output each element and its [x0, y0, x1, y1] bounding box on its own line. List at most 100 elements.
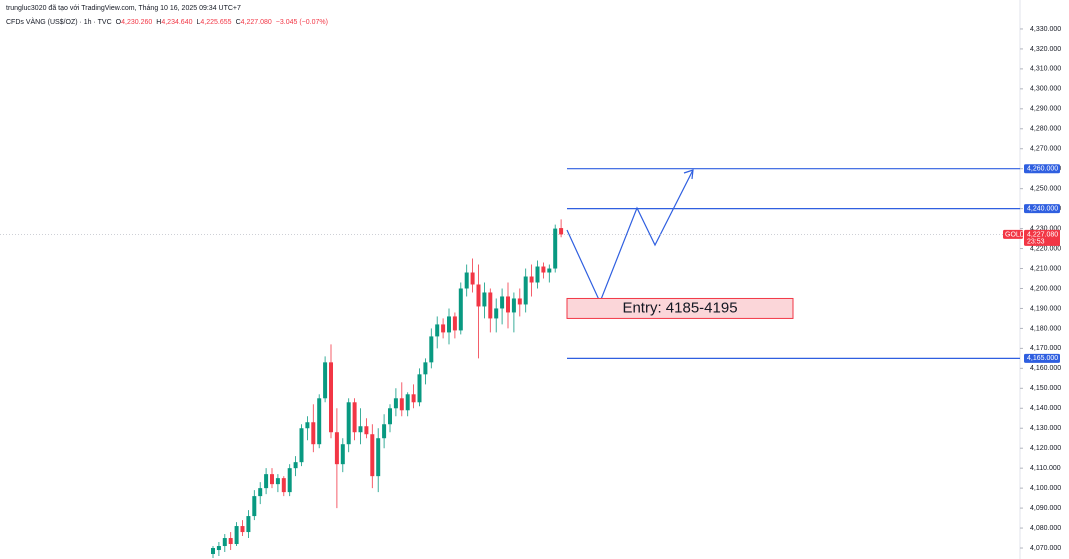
- y-tick-label: 4,300.000: [1030, 86, 1061, 93]
- price-label: 4,227.080: [1027, 231, 1058, 238]
- y-tick-label: 4,130.000: [1030, 425, 1061, 432]
- candle-body: [323, 362, 328, 399]
- candle-body: [411, 394, 416, 403]
- ohlc-value: 4,230.260: [121, 19, 152, 26]
- projection-path: [566, 169, 694, 304]
- candle-body: [376, 438, 381, 477]
- candle-body: [506, 296, 510, 313]
- candle-body: [517, 298, 522, 305]
- candle-body: [488, 292, 493, 319]
- candle-body: [393, 398, 398, 409]
- level-tag: [1024, 164, 1060, 174]
- candle-body: [246, 516, 251, 533]
- candle-body: [346, 402, 351, 445]
- projection-arrowhead: [683, 169, 694, 180]
- ohlc-key: O: [116, 19, 122, 26]
- candle-body: [452, 316, 457, 331]
- y-tick-label: 4,290.000: [1030, 106, 1061, 113]
- y-tick-label: 4,270.000: [1030, 146, 1061, 153]
- ohlc-key: C: [236, 19, 241, 26]
- candle-body: [405, 394, 410, 411]
- candle-body: [482, 292, 487, 307]
- candle-body: [464, 272, 469, 289]
- candle-body: [388, 408, 392, 425]
- y-tick-label: 4,180.000: [1030, 325, 1061, 332]
- candle-body: [270, 474, 274, 485]
- candle-body: [500, 296, 505, 309]
- candle-body: [317, 398, 322, 445]
- candle-body: [559, 228, 564, 235]
- symbol-line: CFDs VÀNG (US$/OZ) · 1h · TVC O4,230.260 H…: [6, 17, 328, 26]
- candle-body: [458, 288, 463, 331]
- candle-body: [252, 496, 257, 517]
- candle-body: [470, 272, 475, 285]
- symbol: CFDs VÀNG (US$/OZ) · 1h · TVC: [6, 17, 112, 26]
- level-label: 4,240.000: [1027, 205, 1058, 212]
- y-tick-label: 4,230.000: [1030, 225, 1061, 232]
- candle-body: [216, 546, 221, 551]
- candle-body: [399, 398, 404, 411]
- candle-body: [441, 324, 446, 333]
- candle-body: [358, 426, 363, 433]
- countdown-label: 23:53: [1027, 238, 1045, 245]
- candle-body: [417, 374, 422, 403]
- candle-body: [382, 424, 387, 439]
- candle-body: [423, 362, 428, 375]
- entry-label: Entry: 4185-4195: [622, 299, 737, 316]
- y-tick-label: 4,100.000: [1030, 485, 1061, 492]
- symbol-tag: [1003, 229, 1023, 239]
- candle-body: [211, 548, 215, 555]
- y-tick-label: 4,210.000: [1030, 265, 1061, 272]
- ohlc-key: L: [197, 19, 201, 26]
- price-tag: [1024, 229, 1060, 246]
- candle-body: [541, 266, 546, 273]
- candle-body: [523, 276, 528, 305]
- candle-body: [299, 428, 304, 463]
- y-tick-label: 4,310.000: [1030, 66, 1061, 73]
- candle-body: [429, 336, 434, 363]
- candle-body: [275, 478, 280, 485]
- y-tick-label: 4,070.000: [1030, 545, 1061, 552]
- y-tick-label: 4,200.000: [1030, 285, 1061, 292]
- y-tick-label: 4,170.000: [1030, 345, 1061, 352]
- candle-body: [334, 432, 339, 465]
- level-label: 4,260.000: [1027, 166, 1058, 173]
- y-tick-label: 4,150.000: [1030, 385, 1061, 392]
- author-line: trungluc3020 đã tạo với TradingView.com,…: [6, 5, 241, 12]
- candle-body: [547, 268, 552, 273]
- y-tick-label: 4,120.000: [1030, 445, 1061, 452]
- candle-body: [352, 402, 357, 433]
- candle-body: [281, 478, 286, 493]
- candle-body: [340, 444, 345, 465]
- candle-body: [293, 462, 298, 469]
- ohlc-value: 4,227.080: [241, 19, 272, 26]
- candle-body: [234, 526, 239, 545]
- change: −3.045 (−0.07%): [276, 19, 328, 26]
- y-tick-label: 4,280.000: [1030, 126, 1061, 133]
- y-tick-label: 4,250.000: [1030, 186, 1061, 193]
- candle-body: [311, 422, 316, 445]
- candle-body: [222, 538, 227, 547]
- ohlc-value: 4,225.655: [200, 19, 231, 26]
- candle-body: [370, 434, 375, 477]
- candle-body: [447, 316, 451, 333]
- candle-body: [476, 284, 481, 307]
- candle-body: [553, 228, 558, 269]
- candle-body: [535, 266, 540, 283]
- candle-body: [364, 426, 369, 435]
- candle-body: [305, 422, 310, 429]
- ohlc-key: H: [156, 19, 161, 26]
- candle-body: [258, 488, 263, 497]
- candle-body: [435, 324, 440, 337]
- y-tick-label: 4,110.000: [1030, 465, 1061, 472]
- y-tick-label: 4,330.000: [1030, 26, 1061, 33]
- ohlc-value: 4,234.640: [161, 19, 192, 26]
- y-tick-label: 4,220.000: [1030, 245, 1061, 252]
- y-tick-label: 4,160.000: [1030, 365, 1061, 372]
- y-tick-label: 4,080.000: [1030, 525, 1061, 532]
- y-tick-label: 4,190.000: [1030, 305, 1061, 312]
- entry-zone: [566, 297, 794, 319]
- candle-body: [529, 276, 534, 283]
- candle-body: [287, 468, 292, 493]
